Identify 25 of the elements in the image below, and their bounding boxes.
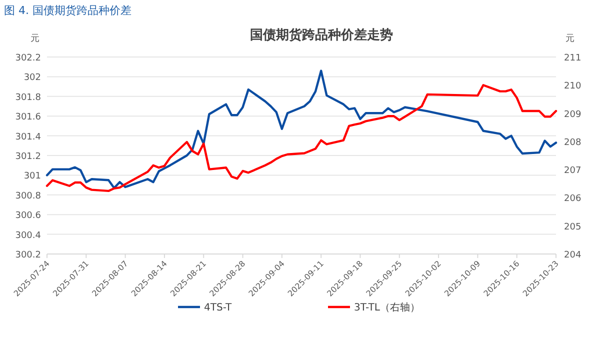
y2-tick-label: 208 bbox=[564, 138, 582, 148]
y2-tick-label: 207 bbox=[564, 166, 582, 176]
y-tick-label: 301.4 bbox=[15, 132, 42, 142]
y2-tick-label: 205 bbox=[564, 222, 582, 232]
y-tick-label: 300.8 bbox=[15, 191, 42, 202]
y-tick-label: 300.4 bbox=[15, 230, 42, 241]
y-tick-label: 301.8 bbox=[15, 92, 42, 103]
y-tick-label: 301 bbox=[24, 172, 41, 182]
y-tick-label: 302 bbox=[24, 73, 41, 84]
y2-tick-label: 211 bbox=[564, 54, 582, 64]
y-tick-label: 300.6 bbox=[15, 211, 42, 222]
y-tick-label: 302.2 bbox=[15, 54, 41, 64]
y-tick-label: 301.2 bbox=[15, 152, 41, 162]
chart-title: 国债期货跨品种价差走势 bbox=[250, 27, 393, 43]
y-tick-label: 300.2 bbox=[15, 250, 41, 260]
y-tick-label: 301.6 bbox=[15, 112, 42, 123]
y2-tick-label: 204 bbox=[564, 250, 582, 260]
caption: 图 4. 国债期货跨品种价差 bbox=[4, 4, 132, 17]
y2-axis-title: 元 bbox=[566, 33, 574, 44]
y2-tick-label: 206 bbox=[564, 194, 582, 204]
y2-tick-label: 209 bbox=[564, 110, 582, 120]
legend-label: 4TS-T bbox=[204, 302, 233, 314]
y2-tick-label: 210 bbox=[564, 82, 582, 92]
legend-label: 3T-TL（右轴） bbox=[354, 302, 420, 314]
y-axis-title: 元 bbox=[30, 33, 40, 44]
